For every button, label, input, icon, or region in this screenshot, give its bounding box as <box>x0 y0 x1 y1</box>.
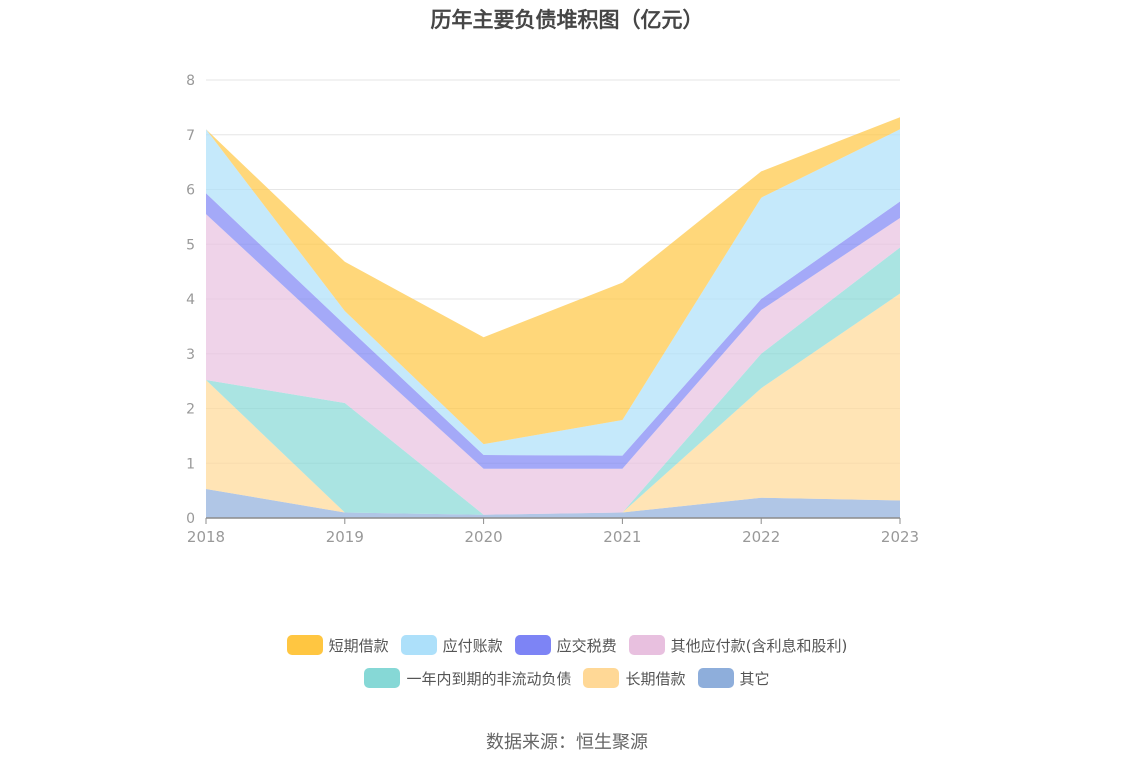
x-tick-label: 2021 <box>603 528 641 546</box>
y-tick-label: 6 <box>186 183 195 199</box>
legend-item[interactable]: 一年内到期的非流动负债 <box>364 663 571 693</box>
x-tick-label: 2023 <box>881 528 919 546</box>
y-tick-label: 1 <box>186 456 195 472</box>
legend-swatch <box>628 635 665 655</box>
y-tick-label: 5 <box>186 237 195 253</box>
x-tick-label: 2020 <box>465 528 503 546</box>
legend-label: 短期借款 <box>328 636 389 655</box>
legend-item[interactable]: 其它 <box>697 663 770 693</box>
legend-label: 其他应付款(含利息和股利) <box>670 636 848 655</box>
legend-label: 应交税费 <box>556 636 617 655</box>
y-tick-label: 2 <box>186 402 195 418</box>
area-其他应付款(含利息和股利) <box>206 214 900 515</box>
legend-swatch <box>697 668 734 688</box>
area-应交税费 <box>206 193 900 469</box>
y-tick-label: 3 <box>186 347 195 363</box>
legend-swatch <box>286 635 323 655</box>
legend-item[interactable]: 应交税费 <box>514 630 617 660</box>
x-tick-label: 2019 <box>326 528 364 546</box>
y-tick-label: 7 <box>186 128 195 144</box>
area-短期借款 <box>206 117 900 445</box>
y-tick-label: 0 <box>186 511 195 527</box>
legend-label: 一年内到期的非流动负债 <box>406 669 572 688</box>
legend-swatch <box>400 635 437 655</box>
legend-row: 短期借款 应付账款 应交税费 其他应付款(含利息和股利) <box>0 630 1134 660</box>
y-tick-label: 4 <box>186 292 195 308</box>
legend-swatch <box>364 668 401 688</box>
area-长期借款 <box>206 293 900 515</box>
legend-item[interactable]: 其他应付款(含利息和股利) <box>628 630 848 660</box>
y-tick-label: 8 <box>186 73 195 89</box>
legend-swatch <box>583 668 620 688</box>
legend-item[interactable]: 应付账款 <box>400 630 503 660</box>
legend-label: 其它 <box>739 669 770 688</box>
area-一年内到期的非流动负债 <box>206 247 900 515</box>
legend-item[interactable]: 长期借款 <box>583 663 686 693</box>
axes: 0 1 2 3 4 5 6 7 8 2018 2019 2020 2021 2022 2023 <box>186 73 919 546</box>
legend: 短期借款 应付账款 应交税费 其他应付款(含利息和股利) 一年内到期的非流动负债 长期借… <box>0 630 1134 696</box>
area-其它 <box>206 489 900 518</box>
legend-label: 应付账款 <box>442 636 503 655</box>
chart-title: 历年主要负债堆积图（亿元） <box>430 8 704 32</box>
x-tick-label: 2018 <box>187 528 225 546</box>
stacked-area-chart: 0 1 2 3 4 5 6 7 8 2018 2019 2020 2021 2022 2023 <box>186 73 919 546</box>
legend-label: 长期借款 <box>625 669 686 688</box>
legend-row: 一年内到期的非流动负债 长期借款 其它 <box>0 663 1134 693</box>
data-source-note: 数据来源：恒生聚源 <box>486 732 648 753</box>
legend-swatch <box>514 635 551 655</box>
area-应付账款 <box>206 129 900 456</box>
area-series <box>206 117 900 518</box>
legend-item[interactable]: 短期借款 <box>286 630 389 660</box>
x-tick-label: 2022 <box>742 528 780 546</box>
